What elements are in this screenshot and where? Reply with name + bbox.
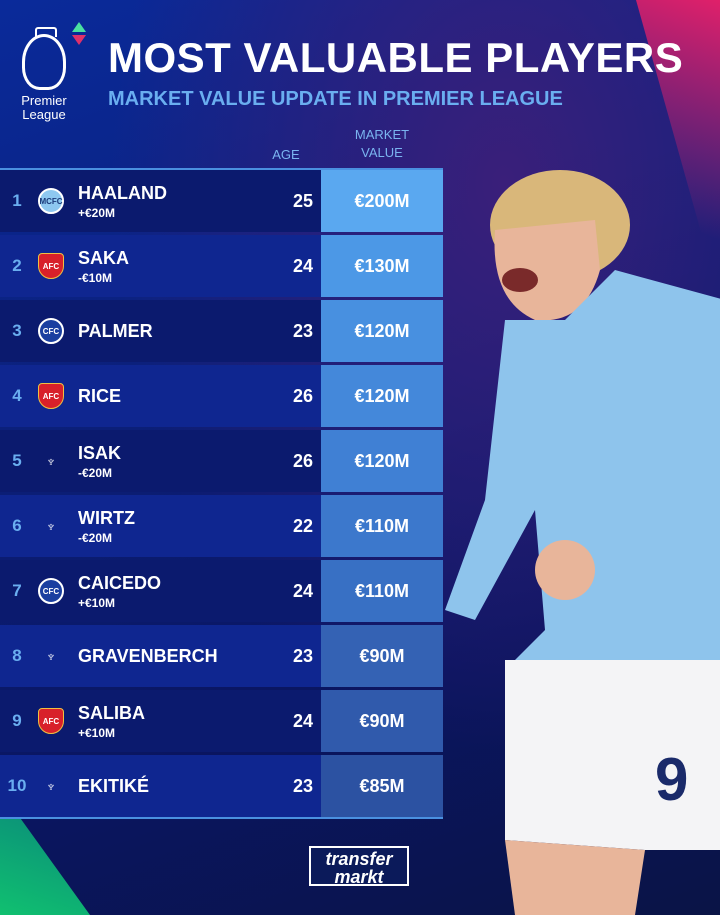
- rank: 1: [12, 191, 22, 210]
- player-name: EKITIKÉ: [78, 775, 150, 796]
- player-age: 26: [292, 385, 314, 406]
- page-title: MOST VALUABLE PLAYERS: [108, 34, 684, 81]
- player-age: 26: [292, 450, 314, 471]
- player-age: 24: [292, 710, 314, 731]
- value-change: +€10M: [78, 595, 116, 610]
- table-row: 5 ♆ ISAK -€20M 26 €120M: [0, 430, 443, 492]
- table-row: 8 ♆ GRAVENBERCH 23 €90M: [0, 625, 443, 687]
- column-header-market-value: MARKET VALUE: [340, 126, 424, 162]
- player-age: 23: [292, 320, 314, 341]
- arsenal-crest-icon: AFC: [38, 708, 64, 734]
- table-row: 4 AFC RICE 26 €120M: [0, 365, 443, 427]
- player-info: EKITIKÉ: [78, 776, 282, 797]
- rank: 9: [12, 711, 22, 730]
- player-age: 25: [292, 190, 314, 211]
- player-name: RICE: [78, 385, 122, 406]
- player-name: PALMER: [78, 320, 153, 341]
- rank: 7: [12, 581, 22, 600]
- liverpool-crest-icon: ♆: [45, 648, 57, 664]
- player-info: CAICEDO +€10M: [78, 573, 282, 610]
- chelsea-crest-icon: CFC: [38, 318, 64, 344]
- transfermarkt-logo: transfer markt: [309, 846, 409, 886]
- player-name: SAKA: [78, 247, 130, 268]
- player-info: ISAK -€20M: [78, 443, 282, 480]
- player-name: CAICEDO: [78, 572, 162, 593]
- value-change: +€20M: [78, 205, 116, 220]
- value-change: -€20M: [78, 530, 113, 545]
- rank: 3: [12, 321, 22, 340]
- column-header-line: MARKET: [354, 127, 410, 142]
- table-row: 6 ♆ WIRTZ -€20M 22 €110M: [0, 495, 443, 557]
- market-value: €120M: [321, 430, 443, 492]
- market-value: €130M: [321, 235, 443, 297]
- column-header-line: VALUE: [361, 145, 403, 160]
- chelsea-crest-icon: CFC: [38, 578, 64, 604]
- value-change: -€10M: [78, 270, 113, 285]
- market-value: €110M: [321, 495, 443, 557]
- player-age: 23: [292, 645, 314, 666]
- column-header-age: AGE: [272, 147, 300, 162]
- lion-icon: [22, 27, 66, 90]
- premier-league-logo: Premier League: [14, 27, 74, 122]
- market-value: €110M: [321, 560, 443, 622]
- green-accent-shape: [0, 815, 90, 915]
- arsenal-crest-icon: AFC: [38, 383, 64, 409]
- table-row: 2 AFC SAKA -€10M 24 €130M: [0, 235, 443, 297]
- player-info: WIRTZ -€20M: [78, 508, 282, 545]
- rank: 10: [7, 776, 27, 795]
- player-name: HAALAND: [78, 182, 167, 203]
- player-photo: 9: [445, 170, 720, 915]
- market-value: €200M: [321, 170, 443, 232]
- player-info: SALIBA +€10M: [78, 703, 282, 740]
- rank: 8: [12, 646, 22, 665]
- rank: 6: [12, 516, 22, 535]
- rank: 2: [12, 256, 22, 275]
- market-value: €90M: [321, 625, 443, 687]
- market-value: €120M: [321, 365, 443, 427]
- liverpool-crest-icon: ♆: [45, 518, 57, 534]
- brand-text: markt: [334, 867, 384, 887]
- liverpool-crest-icon: ♆: [45, 453, 57, 469]
- player-info: RICE: [78, 386, 282, 407]
- player-age: 23: [292, 775, 314, 796]
- player-age: 24: [292, 255, 314, 276]
- table-row: 3 CFC PALMER 23 €120M: [0, 300, 443, 362]
- player-age: 22: [292, 515, 314, 536]
- player-name: ISAK: [78, 442, 122, 463]
- logo-text: League: [22, 107, 66, 122]
- player-name: SALIBA: [78, 702, 145, 723]
- player-info: SAKA -€10M: [78, 248, 282, 285]
- value-change: -€20M: [78, 465, 113, 480]
- player-age: 24: [292, 580, 314, 601]
- page-subtitle: MARKET VALUE UPDATE IN PREMIER LEAGUE: [108, 88, 563, 110]
- player-info: GRAVENBERCH: [78, 646, 282, 667]
- logo-text: Premier: [21, 93, 67, 108]
- manchester-city-crest-icon: MCFC: [38, 188, 64, 214]
- table-row: 1 MCFC HAALAND +€20M 25 €200M: [0, 170, 443, 232]
- arsenal-crest-icon: AFC: [38, 253, 64, 279]
- ranking-table: 1 MCFC HAALAND +€20M 25 €200M 2 AFC SAKA -€10M 24 €…: [0, 168, 443, 819]
- svg-text:9: 9: [655, 746, 688, 813]
- player-name: WIRTZ: [78, 507, 135, 528]
- market-value: €85M: [321, 755, 443, 817]
- table-row: 9 AFC SALIBA +€10M 24 €90M: [0, 690, 443, 752]
- player-info: PALMER: [78, 321, 282, 342]
- table-row: 10 ♆ EKITIKÉ 23 €85M: [0, 755, 443, 817]
- market-value: €120M: [321, 300, 443, 362]
- rank: 5: [12, 451, 22, 470]
- table-row: 7 CFC CAICEDO +€10M 24 €110M: [0, 560, 443, 622]
- up-down-arrows-icon: [72, 22, 86, 45]
- liverpool-crest-icon: ♆: [45, 778, 57, 794]
- player-info: HAALAND +€20M: [78, 183, 282, 220]
- market-value: €90M: [321, 690, 443, 752]
- value-change: +€10M: [78, 725, 116, 740]
- rank: 4: [12, 386, 22, 405]
- brand-text: transfer: [325, 849, 393, 869]
- player-name: GRAVENBERCH: [78, 645, 218, 666]
